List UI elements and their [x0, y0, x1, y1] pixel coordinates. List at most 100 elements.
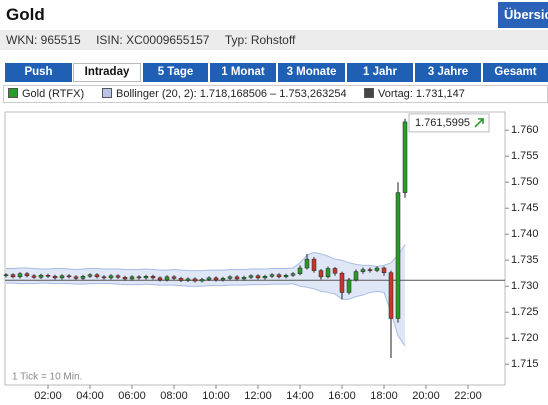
chart: 1.715 1.720 1.725 1.730 1.735 1.740 1.745 1.750…: [3, 111, 539, 402]
tab[interactable]: 1 Jahr: [347, 63, 413, 82]
legend-item: Vortag: 1.731,147: [364, 86, 465, 102]
tab[interactable]: Gesamt: [483, 63, 548, 82]
candle-body: [94, 274, 100, 278]
candle-body: [122, 277, 128, 280]
legend-swatch: [364, 88, 374, 98]
candle-body: [185, 278, 191, 281]
info-bar: WKN: 965515 ISIN: XC0009655157 Typ: Rohs…: [0, 30, 548, 50]
x-tick-label: 20:00: [412, 390, 440, 402]
candle-body: [339, 272, 345, 293]
candle-body: [108, 275, 114, 279]
candle-body: [192, 278, 198, 282]
x-tick-label: 10:00: [202, 390, 230, 402]
y-tick-label: 1.735: [511, 254, 539, 266]
band-lower: [6, 282, 406, 347]
isin: ISIN: XC0009655157: [96, 33, 210, 47]
x-tick-label: 04:00: [76, 390, 104, 402]
legend-swatch: [102, 88, 112, 98]
tab-bar: Push Intraday 5 Tage 1 Monat 3 Monate 1 Jahr 3…: [0, 63, 548, 82]
y-tick-label: 1.715: [511, 358, 539, 370]
candle-body: [171, 276, 177, 279]
candle-body: [150, 276, 156, 279]
tab[interactable]: 5 Tage: [143, 63, 208, 82]
y-tick-label: 1.750: [511, 176, 539, 188]
y-tick-label: 1.745: [511, 202, 539, 214]
page-title: Gold: [6, 5, 45, 24]
legend-label: Bollinger (20, 2): 1.718,168506 – 1.753,…: [116, 88, 347, 100]
candle-body: [269, 274, 275, 277]
candle-body: [395, 192, 401, 319]
candle-body: [276, 274, 282, 278]
y-tick-label: 1.725: [511, 306, 539, 318]
last-price-box: [408, 113, 490, 133]
candle-body: [318, 270, 324, 278]
candle-body: [234, 276, 240, 280]
legend: Gold (RTFX) Bollinger (20, 2): 1.718,168…: [3, 85, 548, 103]
overview-button[interactable]: Übersicht: [498, 2, 548, 28]
candle-body: [332, 268, 338, 274]
y-tick-label: 1.720: [511, 332, 539, 344]
candle-body: [353, 271, 359, 281]
candle-body: [262, 276, 268, 279]
candle-body: [325, 268, 331, 278]
y-tick-label: 1.755: [511, 150, 539, 162]
trend-arrow: [474, 118, 484, 128]
candle-body: [213, 277, 219, 281]
y-tick-label: 1.730: [511, 280, 539, 292]
candle-body: [129, 276, 135, 280]
candle-body: [115, 275, 121, 278]
legend-label: Vortag: 1.731,147: [378, 88, 465, 100]
candle-body: [290, 273, 296, 276]
candle-body: [164, 276, 170, 281]
candle-body: [73, 276, 79, 279]
candle-body: [241, 277, 247, 280]
y-tick-label: 1.740: [511, 228, 539, 240]
candle-body: [283, 275, 289, 278]
candle-body: [367, 269, 373, 271]
tab[interactable]: 1 Monat: [210, 63, 276, 82]
wkn: WKN: 965515: [6, 33, 81, 47]
band-fill: [6, 244, 405, 346]
plot-area: [4, 111, 506, 386]
candle-body: [38, 275, 44, 278]
candle-body: [31, 275, 37, 278]
candle-body: [157, 277, 163, 281]
footnote: 1 Tick = 10 Min.: [12, 372, 82, 383]
x-tick-label: 02:00: [34, 390, 62, 402]
tab[interactable]: Intraday: [73, 63, 141, 82]
x-tick-label: 12:00: [244, 390, 272, 402]
legend-label: Gold (RTFX): [22, 88, 85, 100]
candle-body: [45, 275, 51, 277]
candle-body: [80, 276, 86, 279]
candle-body: [227, 276, 233, 279]
legend-item: Gold (RTFX): [8, 86, 84, 102]
candle-body: [346, 279, 352, 293]
type: Typ: Rohstoff: [224, 33, 296, 47]
x-tick-label: 16:00: [328, 390, 356, 402]
last-price-label: 1.761,5995: [415, 117, 470, 129]
candle-body: [255, 275, 261, 279]
candle-body: [178, 278, 184, 281]
x-tick-label: 08:00: [160, 390, 188, 402]
candle-body: [388, 272, 394, 319]
candle-body: [10, 274, 16, 278]
candle-body: [199, 279, 205, 282]
candle-body: [402, 121, 408, 193]
y-tick-label: 1.760: [511, 124, 539, 136]
candle-body: [136, 276, 142, 279]
band-upper: [6, 244, 406, 272]
candle-body: [297, 267, 303, 274]
candle-body: [101, 276, 107, 279]
candle-body: [304, 258, 310, 269]
x-tick-label: 22:00: [454, 390, 482, 402]
tab[interactable]: 3 Jahre: [415, 63, 481, 82]
candle-body: [17, 273, 23, 278]
candle-body: [87, 274, 93, 277]
candle-body: [206, 277, 212, 280]
candle-body: [3, 274, 9, 277]
tab[interactable]: Push: [5, 63, 72, 82]
candle-body: [66, 275, 72, 278]
candle-body: [381, 267, 387, 273]
tab[interactable]: 3 Monate: [278, 63, 345, 82]
